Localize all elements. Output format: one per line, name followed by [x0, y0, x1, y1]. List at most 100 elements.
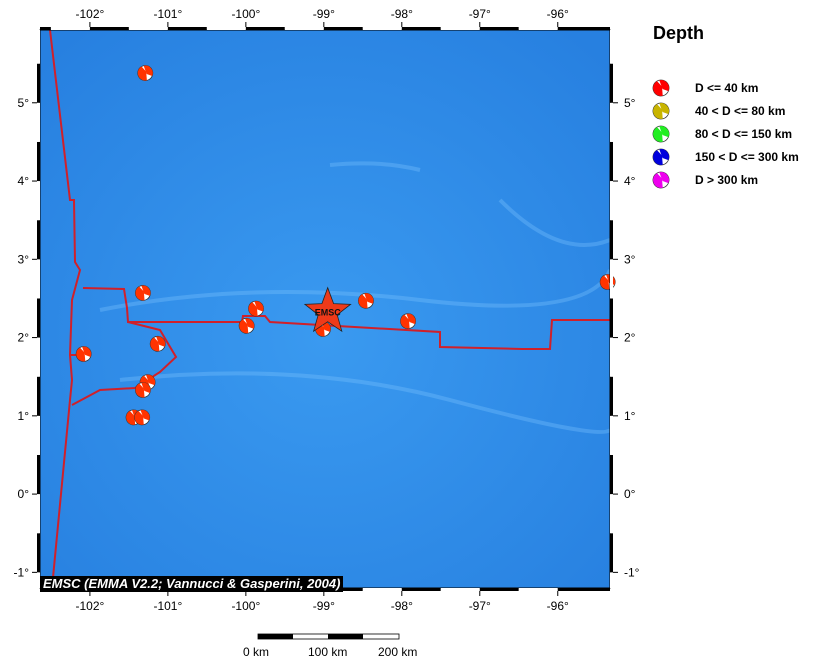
- lon-tick-label: -100°: [231, 599, 260, 613]
- frame-segment: [610, 102, 613, 142]
- frame-segment: [37, 533, 40, 573]
- lat-tick-label: 2°: [624, 331, 636, 345]
- beachball-quadrant: [659, 172, 669, 184]
- lat-tick-label: 4°: [624, 174, 636, 188]
- frame-segment: [40, 27, 51, 30]
- legend-item: D > 300 km: [695, 173, 759, 187]
- frame-segment: [610, 181, 613, 221]
- event-beachball: [134, 409, 151, 426]
- event-beachball: [75, 346, 92, 362]
- beachball-quadrant: [254, 301, 264, 312]
- frame-segment: [37, 572, 40, 588]
- frame-segment: [37, 494, 40, 534]
- event-beachball: [149, 335, 166, 352]
- lon-tick-label: -99°: [313, 7, 335, 21]
- lon-tick-label: -98°: [391, 599, 413, 613]
- beachball-quadrant: [364, 293, 374, 304]
- beachball-quadrant: [156, 336, 166, 347]
- frame-segment: [610, 415, 613, 455]
- event-beachball: [248, 300, 264, 317]
- lon-tick-label: -97°: [469, 7, 491, 21]
- legend-beachball-icon: [652, 171, 670, 189]
- frame-segment: [440, 27, 480, 30]
- frame-segment: [167, 27, 207, 30]
- beachball-quadrant: [653, 104, 663, 119]
- lat-tick-label: 5°: [624, 96, 636, 110]
- frame-segment: [610, 494, 613, 534]
- frame-segment: [37, 141, 40, 182]
- frame-segment: [37, 298, 40, 338]
- beachball-quadrant: [653, 81, 663, 96]
- epicenter-star-icon: [303, 286, 352, 333]
- frame-segment: [284, 27, 324, 30]
- event-beachball: [358, 292, 374, 309]
- beachball-quadrant: [659, 103, 669, 115]
- lon-tick-label: -100°: [231, 7, 260, 21]
- frame-segment: [50, 27, 90, 30]
- frame-segment: [37, 63, 40, 103]
- frame-segment: [37, 30, 40, 64]
- frame-segment: [206, 27, 246, 30]
- beachball-quadrant: [653, 150, 663, 165]
- lon-tick-label: -101°: [153, 599, 182, 613]
- lon-tick-label: -96°: [547, 7, 569, 21]
- beachball-quadrant: [406, 313, 416, 325]
- frame-segment: [37, 415, 40, 455]
- beachball-quadrant: [126, 410, 136, 425]
- beachball-quadrant: [659, 149, 669, 161]
- plate-boundary: [82, 287, 610, 350]
- legend-title: Depth: [653, 23, 704, 43]
- beachball-quadrant: [239, 319, 249, 334]
- beachball-quadrant: [141, 382, 151, 393]
- scale-bar: [257, 633, 400, 640]
- event-layer: EMSC: [75, 65, 616, 426]
- legend-item: 80 < D <= 150 km: [695, 127, 793, 141]
- lon-tick-label: -96°: [547, 599, 569, 613]
- event-beachball: [238, 317, 255, 334]
- frame-segment: [479, 27, 519, 30]
- lat-tick-label: -1°: [14, 565, 30, 579]
- lat-tick-label: 3°: [18, 252, 30, 266]
- legend-item: D <= 40 km: [695, 81, 759, 95]
- lat-tick-label: 1°: [624, 409, 636, 423]
- frame-segment: [479, 588, 519, 591]
- frame-segment: [440, 588, 480, 591]
- frame-segment: [557, 588, 610, 591]
- lat-tick-label: 4°: [18, 174, 30, 188]
- beachball-quadrant: [653, 173, 663, 188]
- event-beachball: [135, 382, 151, 398]
- lon-tick-label: -102°: [75, 599, 104, 613]
- lon-tick-label: -99°: [313, 599, 335, 613]
- beachball-quadrant: [135, 286, 145, 301]
- frame-segment: [610, 63, 613, 103]
- lon-tick-label: -101°: [153, 7, 182, 21]
- beachball-quadrant: [400, 314, 410, 329]
- lat-tick-label: -1°: [624, 565, 640, 579]
- event-beachball: [400, 313, 416, 330]
- lat-tick-label: 3°: [624, 252, 636, 266]
- beachball-quadrant: [135, 383, 145, 398]
- axis-ticks: -102° -102° -101° -101° -100° -100° -99° -99° -9…: [14, 7, 640, 613]
- frame-segment: [245, 27, 285, 30]
- plate-boundary: [49, 30, 82, 588]
- frame-segment: [37, 376, 40, 416]
- legend-beachball-icon: [652, 102, 670, 120]
- lon-tick-label: -102°: [75, 7, 104, 21]
- frame-segment: [610, 30, 613, 64]
- frame-segment: [610, 454, 613, 495]
- lon-tick-label: -98°: [391, 7, 413, 21]
- frame-segment: [37, 259, 40, 299]
- frame-segment: [610, 572, 613, 588]
- frame-segment: [610, 376, 613, 416]
- legend-beachball-icon: [652, 125, 670, 143]
- frame-segment: [37, 181, 40, 221]
- frame-segment: [37, 454, 40, 495]
- legend-item: 150 < D <= 300 km: [695, 150, 799, 164]
- beachball-quadrant: [358, 294, 368, 309]
- beachball-quadrant: [82, 346, 92, 357]
- frame-segment: [401, 27, 441, 30]
- credit-label: EMSC (EMMA V2.2; Vannucci & Gasperini, 2…: [40, 576, 344, 592]
- frame-segment: [362, 27, 402, 30]
- plate-boundary: [71, 321, 178, 406]
